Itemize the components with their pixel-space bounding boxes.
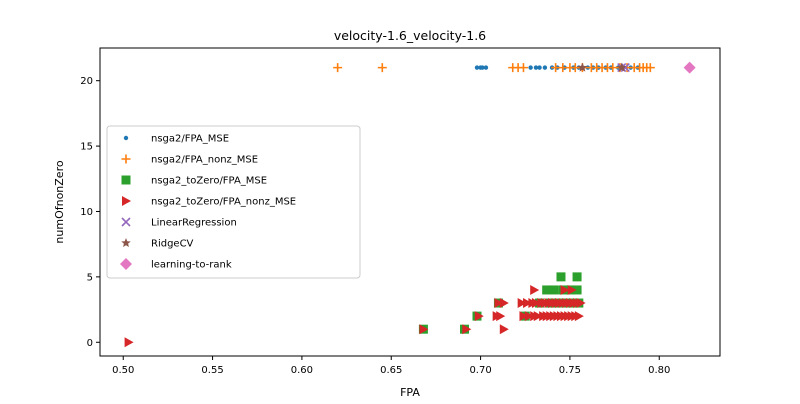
data-point (577, 62, 588, 72)
x-tick-label: 0.70 (469, 365, 491, 376)
legend-entry: RidgeCV (121, 238, 194, 250)
legend-box (106, 125, 361, 279)
data-point (560, 284, 570, 295)
x-tick-label: 0.65 (380, 365, 402, 376)
data-point (576, 298, 586, 309)
data-point (528, 65, 533, 70)
data-point (530, 284, 540, 295)
series-5 (577, 62, 627, 72)
data-point (549, 285, 559, 295)
x-axis-label: FPA (400, 386, 420, 399)
data-point (474, 65, 480, 70)
data-point (572, 285, 582, 295)
data-point (616, 62, 627, 72)
legend-label: learning-to-rank (151, 260, 232, 271)
x-tick-label: 0.50 (112, 365, 134, 376)
legend-label: RidgeCV (151, 239, 194, 250)
data-point (499, 298, 509, 309)
legend-entry: nsga2_toZero/FPA_MSE (121, 175, 267, 187)
data-point (419, 324, 429, 335)
data-point (645, 63, 655, 73)
data-point (499, 324, 509, 335)
legend-entries: nsga2/FPA_MSE nsga2/FPA_nonz_MSE nsga2_toZ… (120, 134, 296, 271)
x-tick-label: 0.55 (201, 365, 223, 376)
legend-label: nsga2/FPA_nonz_MSE (151, 155, 258, 166)
y-axis-label: numOfnonZero (53, 160, 66, 243)
legend-marker (122, 196, 131, 206)
legend-marker (123, 135, 129, 141)
data-point (124, 337, 134, 348)
series-6 (683, 61, 696, 74)
data-point (523, 298, 533, 309)
legend-entry: nsga2/FPA_MSE (123, 134, 229, 145)
legend-entry: learning-to-rank (120, 258, 232, 271)
y-axis-ticks: 0 5 10 15 20 (80, 76, 100, 349)
data-point (556, 272, 566, 282)
legend-label: nsga2_toZero/FPA_nonz_MSE (151, 197, 296, 208)
data-point (533, 65, 539, 70)
data-point (542, 65, 548, 70)
data-point (574, 311, 584, 322)
data-point (496, 311, 506, 322)
data-point (518, 63, 528, 73)
data-point (524, 311, 534, 322)
y-tick-label: 20 (80, 76, 93, 87)
data-point (480, 65, 485, 70)
data-point (494, 298, 504, 309)
legend-label: nsga2/FPA_MSE (151, 134, 229, 145)
data-point (572, 272, 582, 282)
y-tick-label: 10 (80, 207, 93, 218)
x-tick-label: 0.60 (291, 365, 313, 376)
data-point (533, 311, 543, 322)
legend-marker (120, 258, 132, 270)
data-point (531, 298, 541, 309)
y-tick-label: 5 (87, 272, 93, 283)
data-point (474, 311, 484, 322)
chart-title: velocity-1.6_velocity-1.6 (334, 28, 486, 43)
data-point (683, 61, 696, 74)
data-point (333, 63, 343, 73)
plot-frame (99, 47, 721, 357)
data-point (537, 65, 542, 70)
data-point (517, 298, 527, 309)
data-point (519, 311, 529, 322)
y-tick-label: 15 (80, 142, 93, 153)
data-point (377, 63, 387, 73)
data-point (462, 324, 472, 335)
legend-marker (121, 217, 131, 227)
data-point (567, 284, 577, 295)
legend-marker (121, 238, 131, 248)
y-tick-label: 0 (87, 338, 93, 349)
legend-marker (121, 175, 131, 185)
x-tick-label: 0.75 (559, 365, 581, 376)
legend: nsga2/FPA_MSE nsga2/FPA_nonz_MSE nsga2_toZ… (106, 125, 361, 279)
data-point (483, 65, 489, 70)
data-point (542, 285, 552, 295)
legend-label: nsga2_toZero/FPA_MSE (151, 176, 267, 187)
legend-entry: LinearRegression (121, 217, 237, 229)
x-axis-ticks: 0.50 0.55 0.60 0.65 0.70 0.75 0.80 (112, 356, 670, 376)
x-tick-label: 0.80 (648, 365, 670, 376)
legend-label: LinearRegression (151, 218, 237, 229)
series-3 (124, 284, 586, 348)
legend-entry: nsga2/FPA_nonz_MSE (121, 154, 258, 166)
data-points (124, 61, 696, 348)
series-1 (333, 63, 655, 73)
legend-entry: nsga2_toZero/FPA_nonz_MSE (122, 196, 296, 208)
legend-marker (121, 154, 131, 164)
